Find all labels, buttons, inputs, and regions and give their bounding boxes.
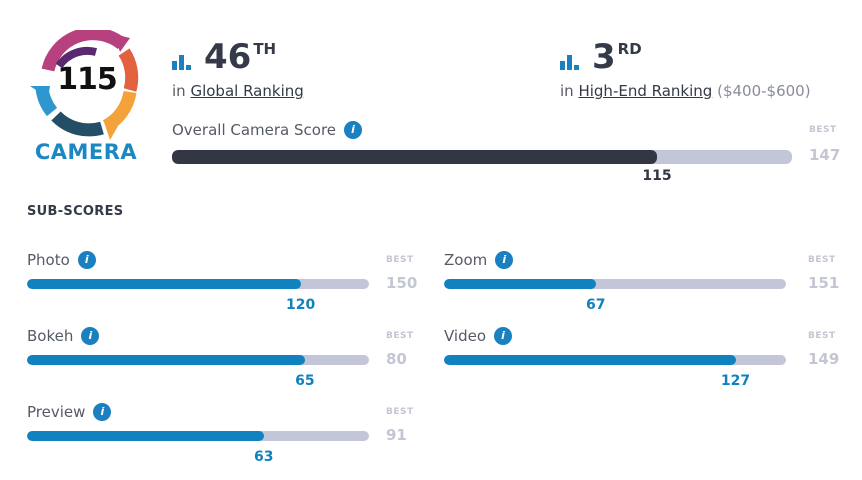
subscore-value: 67 (585, 297, 606, 313)
best-value: 80 (386, 350, 407, 368)
subscore-bar (27, 279, 369, 289)
subscore-bar (444, 355, 786, 365)
best-value: 91 (386, 426, 407, 444)
subscore-bar (27, 355, 369, 365)
best-value: 149 (808, 350, 840, 368)
info-icon[interactable]: i (93, 403, 112, 421)
overall-best-value: 147 (809, 146, 841, 164)
subscore-value: 127 (720, 373, 751, 389)
best-label: BEST (386, 255, 414, 265)
info-icon[interactable]: i (81, 327, 100, 345)
ranking-link[interactable]: Global Ranking (190, 82, 304, 100)
best-value: 150 (386, 274, 418, 292)
overall-score-label: Overall Camera Score i (172, 121, 363, 139)
subscore-value: 63 (254, 449, 274, 465)
rank-number: 46 (204, 37, 252, 77)
overall-score-value: 115 (642, 168, 672, 184)
best-value: 151 (808, 274, 840, 292)
ranking-0: 46 TH in Global Ranking (172, 37, 304, 100)
info-icon[interactable]: i (77, 251, 96, 269)
subscore-fill (27, 431, 264, 441)
best-label: BEST (386, 407, 414, 417)
subscore-fill (444, 279, 596, 289)
best-label: BEST (808, 255, 836, 265)
subscore-fill (444, 355, 736, 365)
subscore-fill (27, 355, 305, 365)
bar-chart-icon (560, 55, 579, 70)
subscore-bar (27, 431, 369, 441)
rank-number: 3 (592, 37, 616, 77)
info-icon[interactable]: i (494, 327, 513, 345)
overall-best-label: BEST (809, 125, 837, 135)
overall-score-fill (172, 150, 658, 164)
ranking-1: 3 RD in High-End Ranking ($400-$600) (560, 37, 811, 100)
subscore-label: Video (444, 327, 487, 345)
ranking-link[interactable]: High-End Ranking (578, 82, 713, 100)
subscore-label: Bokeh (27, 327, 74, 345)
info-icon[interactable]: i (344, 121, 363, 139)
overall-score-bar (172, 150, 792, 164)
subscores-title: SUB-SCORES (27, 204, 124, 219)
subscore-label: Photo (27, 251, 70, 269)
subscore-bar (444, 279, 786, 289)
info-icon[interactable]: i (495, 251, 514, 269)
subscore-label: Preview (27, 403, 86, 421)
subscore-fill (27, 279, 301, 289)
badge-label: CAMERA (34, 140, 138, 164)
subscore-value: 65 (295, 373, 315, 389)
bar-chart-icon (172, 55, 191, 70)
best-label: BEST (808, 331, 836, 341)
rank-suffix: RD (617, 40, 642, 58)
camera-score-badge-ring (30, 30, 139, 140)
rank-suffix: TH (253, 40, 277, 58)
badge-score: 115 (57, 62, 118, 97)
best-label: BEST (386, 331, 414, 341)
subscore-value: 120 (285, 297, 316, 313)
subscore-label: Zoom (444, 251, 488, 269)
